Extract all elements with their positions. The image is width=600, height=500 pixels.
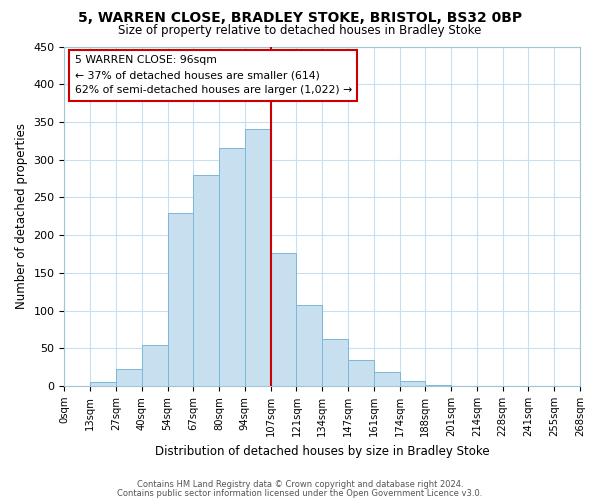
Y-axis label: Number of detached properties: Number of detached properties	[15, 124, 28, 310]
Bar	[245, 129, 271, 386]
Bar	[271, 254, 296, 386]
Bar	[374, 372, 400, 386]
Bar	[116, 370, 142, 386]
Bar	[296, 304, 322, 386]
Text: Contains public sector information licensed under the Open Government Licence v3: Contains public sector information licen…	[118, 488, 482, 498]
Text: Contains HM Land Registry data © Crown copyright and database right 2024.: Contains HM Land Registry data © Crown c…	[137, 480, 463, 489]
Bar	[193, 175, 219, 386]
Text: 5 WARREN CLOSE: 96sqm
← 37% of detached houses are smaller (614)
62% of semi-det: 5 WARREN CLOSE: 96sqm ← 37% of detached …	[75, 55, 352, 96]
Text: 5, WARREN CLOSE, BRADLEY STOKE, BRISTOL, BS32 0BP: 5, WARREN CLOSE, BRADLEY STOKE, BRISTOL,…	[78, 11, 522, 25]
Text: Size of property relative to detached houses in Bradley Stoke: Size of property relative to detached ho…	[118, 24, 482, 37]
Bar	[142, 346, 167, 386]
Bar	[219, 148, 245, 386]
Bar	[348, 360, 374, 386]
Bar	[322, 338, 348, 386]
Bar	[167, 212, 193, 386]
Bar	[400, 381, 425, 386]
Bar	[90, 382, 116, 386]
X-axis label: Distribution of detached houses by size in Bradley Stoke: Distribution of detached houses by size …	[155, 444, 490, 458]
